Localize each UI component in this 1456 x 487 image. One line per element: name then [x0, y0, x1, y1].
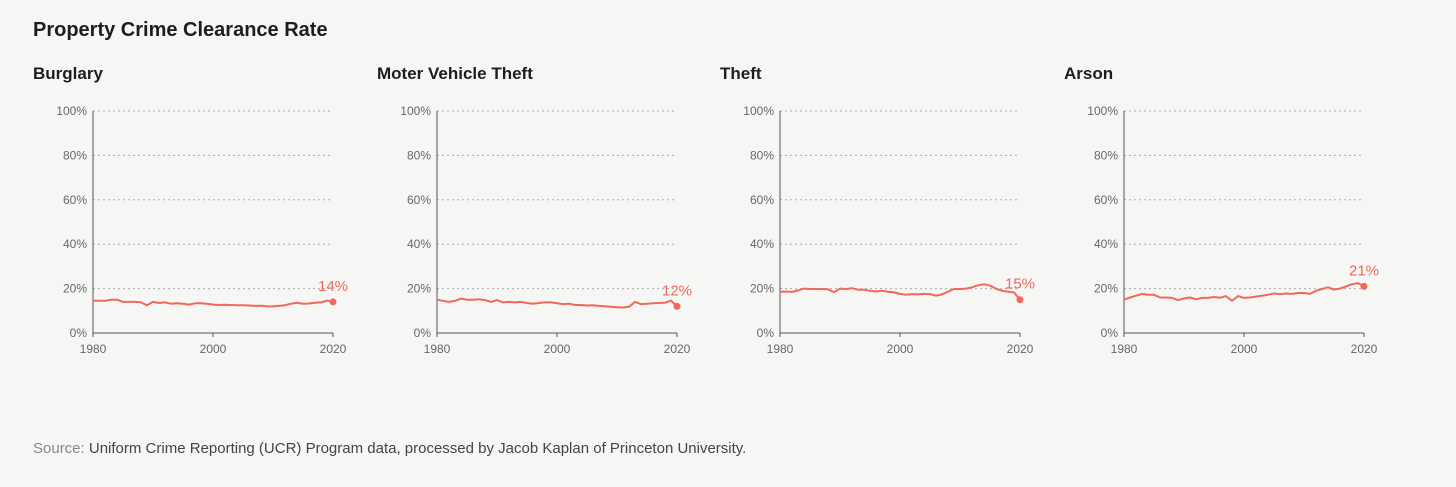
source-label: Source: [33, 440, 85, 457]
y-tick-label: 40% [63, 237, 87, 251]
y-tick-label: 80% [1094, 148, 1118, 162]
x-tick-label: 1980 [767, 342, 794, 356]
y-tick-label: 100% [743, 104, 774, 118]
x-tick-label: 1980 [80, 342, 107, 356]
data-line [1123, 282, 1365, 302]
end-point [1016, 296, 1024, 304]
y-tick-label: 40% [750, 237, 774, 251]
chart-title-burglary: Burglary [33, 64, 103, 83]
y-tick-label: 60% [63, 193, 87, 207]
data-line [779, 283, 1021, 301]
y-tick-label: 0% [757, 326, 775, 340]
y-tick-label: 20% [1094, 282, 1118, 296]
y-tick-label: 80% [750, 148, 774, 162]
chart-title-theft: Theft [720, 64, 762, 83]
end-point [329, 298, 337, 306]
data-line [93, 298, 334, 308]
y-tick-label: 60% [1094, 193, 1118, 207]
end-value-label: 12% [662, 282, 692, 299]
end-value-label: 21% [1349, 262, 1379, 279]
y-tick-label: 80% [63, 148, 87, 162]
x-tick-label: 2000 [544, 342, 571, 356]
x-tick-label: 2000 [200, 342, 227, 356]
y-tick-label: 20% [750, 282, 774, 296]
end-value-label: 14% [318, 278, 348, 295]
x-tick-label: 2020 [1351, 342, 1378, 356]
y-tick-label: 60% [750, 193, 774, 207]
x-tick-label: 2020 [320, 342, 347, 356]
y-tick-label: 60% [407, 193, 431, 207]
y-tick-label: 100% [1087, 104, 1118, 118]
y-tick-label: 0% [70, 326, 88, 340]
data-line [436, 297, 678, 309]
y-tick-label: 20% [407, 282, 431, 296]
end-point [1360, 282, 1368, 290]
y-tick-label: 0% [1101, 326, 1119, 340]
x-tick-label: 2000 [1231, 342, 1258, 356]
x-tick-label: 1980 [424, 342, 451, 356]
y-tick-label: 100% [56, 104, 87, 118]
y-tick-label: 100% [400, 104, 431, 118]
x-tick-label: 2020 [1007, 342, 1034, 356]
x-tick-label: 2020 [664, 342, 691, 356]
y-tick-label: 20% [63, 282, 87, 296]
source-text: Uniform Crime Reporting (UCR) Program da… [84, 440, 747, 457]
chart-title-motor-vehicle-theft: Moter Vehicle Theft [377, 64, 533, 83]
x-tick-label: 1980 [1111, 342, 1138, 356]
end-point [673, 302, 681, 310]
y-tick-label: 0% [414, 326, 432, 340]
end-value-label: 15% [1005, 276, 1035, 293]
y-tick-label: 40% [1094, 237, 1118, 251]
source-note: Source: Uniform Crime Reporting (UCR) Pr… [33, 440, 746, 457]
page-title: Property Crime Clearance Rate [33, 19, 328, 41]
x-tick-label: 2000 [887, 342, 914, 356]
y-tick-label: 40% [407, 237, 431, 251]
y-tick-label: 80% [407, 148, 431, 162]
chart-title-arson: Arson [1064, 64, 1114, 83]
